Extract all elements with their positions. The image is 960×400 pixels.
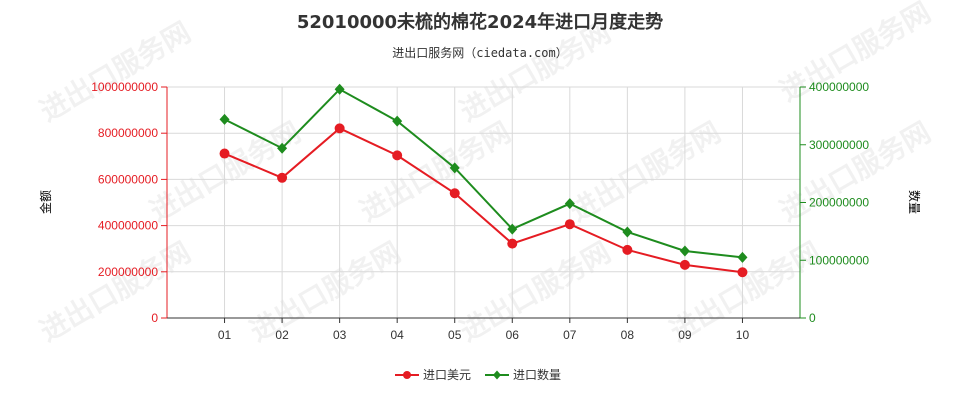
legend-marker xyxy=(493,370,501,380)
right-tick-label: 100000000 xyxy=(809,253,869,267)
data-point xyxy=(507,223,518,235)
left-tick-label: 400000000 xyxy=(98,219,158,233)
left-tick-label: 200000000 xyxy=(98,265,158,279)
x-tick-label: 08 xyxy=(621,328,635,342)
watermark-text: 进出口服务网 xyxy=(564,115,726,228)
x-tick-label: 07 xyxy=(563,328,577,342)
data-point xyxy=(564,219,575,230)
data-point xyxy=(219,148,230,159)
right-axis-label: 数量 xyxy=(907,190,922,214)
data-point xyxy=(564,198,575,210)
data-point xyxy=(737,267,748,278)
data-point xyxy=(449,188,460,199)
data-point xyxy=(679,245,690,257)
data-point xyxy=(679,259,690,270)
x-tick-label: 06 xyxy=(506,328,520,342)
axes: 0200000000400000000600000000800000000100… xyxy=(91,80,869,342)
data-point xyxy=(622,244,633,255)
right-tick-label: 200000000 xyxy=(809,196,869,210)
grid xyxy=(167,86,800,318)
data-point xyxy=(219,113,230,125)
legend: 进口美元 进口数量 xyxy=(395,367,561,382)
data-point xyxy=(622,226,633,238)
data-point xyxy=(392,150,403,161)
x-tick-label: 03 xyxy=(333,328,347,342)
data-point xyxy=(277,172,288,183)
left-tick-label: 0 xyxy=(151,311,158,325)
data-point xyxy=(507,238,518,249)
right-tick-label: 300000000 xyxy=(809,138,869,152)
left-tick-label: 600000000 xyxy=(98,172,158,186)
data-point xyxy=(334,83,345,95)
left-tick-label: 1000000000 xyxy=(91,80,158,94)
x-tick-label: 01 xyxy=(218,328,232,342)
legend-marker xyxy=(403,371,411,379)
legend-label: 进口数量 xyxy=(513,367,561,382)
series-line xyxy=(224,88,743,259)
legend-label: 进口美元 xyxy=(423,368,471,382)
watermark-text: 进出口服务网 xyxy=(34,235,196,348)
data-point xyxy=(392,115,403,127)
x-tick-label: 02 xyxy=(275,328,289,342)
watermark-text: 进出口服务网 xyxy=(244,235,406,348)
right-tick-label: 0 xyxy=(809,311,816,325)
series-line xyxy=(224,127,743,274)
x-tick-label: 04 xyxy=(391,328,405,342)
series-layer xyxy=(219,83,748,278)
chart-title: 52010000未梳的棉花2024年进口月度走势 xyxy=(297,11,663,33)
left-axis-label: 金额 xyxy=(38,190,53,214)
left-tick-label: 800000000 xyxy=(98,126,158,140)
x-tick-label: 10 xyxy=(736,328,750,342)
data-point xyxy=(334,123,345,134)
data-point xyxy=(277,142,288,154)
watermark-text: 进出口服务网 xyxy=(34,15,196,128)
x-tick-label: 05 xyxy=(448,328,462,342)
x-tick-label: 09 xyxy=(678,328,692,342)
watermark-text: 进出口服务网 xyxy=(354,115,516,228)
watermark-text: 进出口服务网 xyxy=(454,235,616,348)
chart-subtitle: 进出口服务网（ciedata.com） xyxy=(392,45,567,60)
data-point xyxy=(449,162,460,174)
data-point xyxy=(737,251,748,263)
right-tick-label: 400000000 xyxy=(809,80,869,94)
